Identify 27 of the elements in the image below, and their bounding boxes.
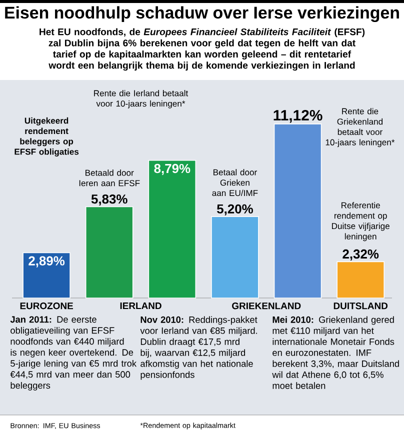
- annotation: Rente die Griekenland betaalt voor 10-jaars leningen*: [326, 108, 395, 148]
- x-tick-label: EUROZONE: [20, 302, 74, 310]
- data-label: 2,89%: [28, 256, 65, 268]
- annotation: Referentie rendement op Duitse vijfjarige leningen: [332, 202, 390, 242]
- chart-subtitle: Het EU noodfonds, de Europees Financieel Stabiliteits Faciliteit (EFSF) zal Dublin bijna 6% berekenen voor geld dat tegen de helft van dat tarief op de kapitaalmarkten kan worden geleend – dit rentetarief wordt een belangrijk thema bij de komende verkiezingen in Ierland: [40, 28, 365, 71]
- data-label: 2,32%: [342, 249, 379, 260]
- annotation: Betaal door Grieken aan EU/IMF: [212, 169, 258, 196]
- text: Mei 2010: Griekenland gered met €110 miljard van het internationale Monetair Fonds en eurozonestaten. IMF berekent 3,3%, maar Duitsland wil dat Athene 6,0 tot 6,5% moet betalen: [272, 316, 399, 389]
- chart-title: Eisen noodhulp schaduw over Ierse verkiezingen: [5, 6, 399, 22]
- text: Jan 2011: De eerste obligatieveiling van EFSF noodfonds van €440 miljard is negen keer overtekend. De 5-jarige lening van €5 mrd trok €44,5 mrd van meer dan 500 beleggers: [10, 316, 137, 390]
- data-label: 5,83%: [91, 194, 128, 206]
- data-label: 11,12%: [274, 110, 322, 123]
- text: Nov 2010: Reddings-pakket voor Ierland van €85 miljard. Dublin draagt €17,5 mrd bij, waarvan €12,5 miljard afkomstig van het nationale pensionfonds: [140, 316, 258, 380]
- bar: [336, 261, 384, 298]
- annotation: Uitgekeerd rendement beleggers op EFSF obligaties: [14, 117, 79, 156]
- x-tick-label: IERLAND: [120, 302, 162, 310]
- text: Rente die Ierland betaalt voor 10-jaars leningen*: [94, 90, 188, 108]
- bar: [274, 124, 322, 298]
- data-label: 8,79%: [154, 164, 190, 175]
- bar: [22, 252, 70, 298]
- bar: [148, 160, 196, 298]
- bar: [85, 206, 134, 298]
- x-tick-label: DUITSLAND: [334, 302, 388, 310]
- data-label: 5,20%: [217, 204, 253, 216]
- annotation: Betaald door Ieren aan EFSF: [79, 170, 140, 186]
- bar: [211, 216, 259, 298]
- x-tick-label: GRIEKENLAND: [232, 302, 301, 310]
